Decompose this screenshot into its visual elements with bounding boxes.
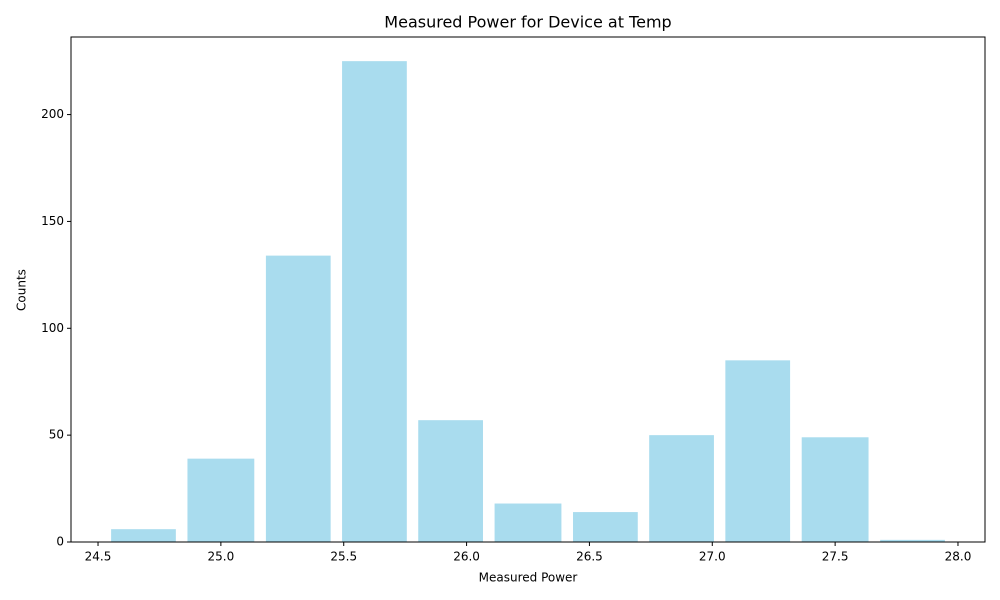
bar <box>880 539 945 542</box>
bar <box>342 61 407 543</box>
x-tick-label: 26.0 <box>453 550 480 564</box>
bar <box>573 512 638 542</box>
y-axis-label: Counts <box>15 269 29 311</box>
bar <box>265 255 331 542</box>
x-axis-label: Measured Power <box>479 571 578 585</box>
bar <box>494 503 562 542</box>
x-tick-label: 28.0 <box>945 550 972 564</box>
x-tick-label: 25.5 <box>330 550 357 564</box>
y-tick-label: 100 <box>41 321 64 335</box>
chart-title: Measured Power for Device at Temp <box>384 13 671 32</box>
bar <box>801 437 869 542</box>
y-tick-label: 0 <box>56 535 64 549</box>
y-tick-label: 150 <box>41 214 64 228</box>
x-tick-label: 24.5 <box>85 550 112 564</box>
bar <box>649 435 714 542</box>
x-tick-label: 27.5 <box>822 550 849 564</box>
bar <box>111 529 176 542</box>
bar <box>418 420 483 542</box>
x-tick-label: 25.0 <box>208 550 235 564</box>
x-tick-label: 26.5 <box>576 550 603 564</box>
plot-frame <box>70 36 986 543</box>
y-tick-label: 50 <box>49 428 64 442</box>
x-tick-label: 27.0 <box>699 550 726 564</box>
y-tick-label: 200 <box>41 107 64 121</box>
bar <box>187 458 255 542</box>
bar <box>725 360 791 542</box>
